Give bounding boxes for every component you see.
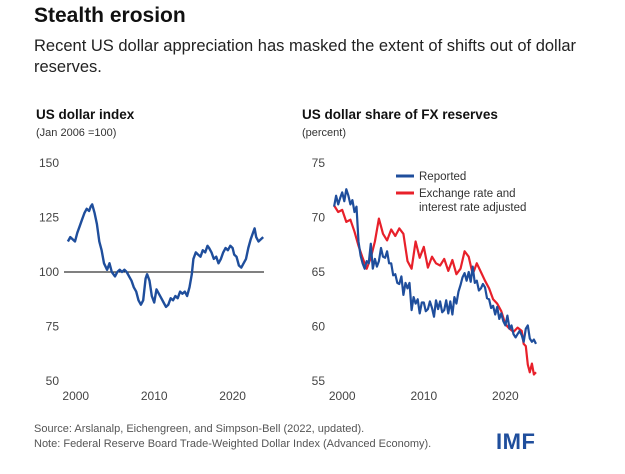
series-line-dollar-index (66, 203, 265, 309)
legend-label-adjusted: Exchange rate and interest rate adjusted (419, 188, 526, 214)
y-tick-label: 65 (312, 265, 326, 279)
chart-subtitle-dollar-share: (percent) (302, 127, 346, 139)
legend-label-adjusted-line1: Exchange rate and (419, 188, 516, 200)
x-tick-label: 2020 (219, 389, 246, 403)
y-tick-label: 70 (312, 211, 326, 225)
y-tick-label: 75 (46, 320, 60, 334)
x-tick-label: 2010 (410, 389, 437, 403)
y-tick-label: 60 (312, 320, 326, 334)
note: Note: Federal Reserve Board Trade-Weight… (34, 438, 432, 450)
page-title: Stealth erosion (34, 4, 186, 27)
y-tick-label: 100 (39, 265, 59, 279)
chart-title-dollar-share: US dollar share of FX reserves (302, 107, 498, 122)
x-tick-label: 2020 (492, 389, 519, 403)
y-tick-label: 50 (46, 374, 60, 388)
y-tick-label: 55 (312, 374, 326, 388)
y-tick-label: 150 (39, 156, 59, 170)
y-axis-dollar-index: 50 75 100 125 150 (39, 156, 59, 388)
imf-logo: IMF (496, 429, 536, 454)
x-tick-label: 2000 (62, 389, 89, 403)
x-axis-dollar-share: 2000 2010 2020 (329, 389, 519, 403)
x-axis-dollar-index: 2000 2010 2020 (62, 389, 246, 403)
x-tick-label: 2000 (329, 389, 356, 403)
chart-title-dollar-index: US dollar index (36, 107, 135, 122)
footer-notes: Source: Arslanalp, Eichengreen, and Simp… (34, 422, 431, 452)
charts-canvas: US dollar index (Jan 2006 =100) 50 75 100 1… (36, 107, 537, 403)
legend-label-adjusted-line2: interest rate adjusted (419, 202, 526, 214)
y-tick-label: 75 (312, 156, 326, 170)
page-subtitle: Recent US dollar appreciation has masked… (34, 37, 577, 76)
chart-dollar-index: US dollar index (Jan 2006 =100) 50 75 100 1… (36, 107, 265, 403)
y-tick-label: 125 (39, 211, 59, 225)
y-axis-dollar-share: 55 60 65 70 75 (312, 156, 326, 388)
x-tick-label: 2010 (141, 389, 168, 403)
chart-subtitle-dollar-index: (Jan 2006 =100) (36, 127, 116, 139)
legend-label-reported: Reported (419, 171, 466, 183)
series-line-reported (333, 188, 537, 345)
series-line-adjusted (333, 204, 537, 376)
legend: Reported Exchange rate and interest rate… (396, 171, 526, 214)
source-note: Source: Arslanalp, Eichengreen, and Simp… (34, 423, 365, 435)
chart-dollar-share: US dollar share of FX reserves (percent)… (302, 107, 537, 403)
